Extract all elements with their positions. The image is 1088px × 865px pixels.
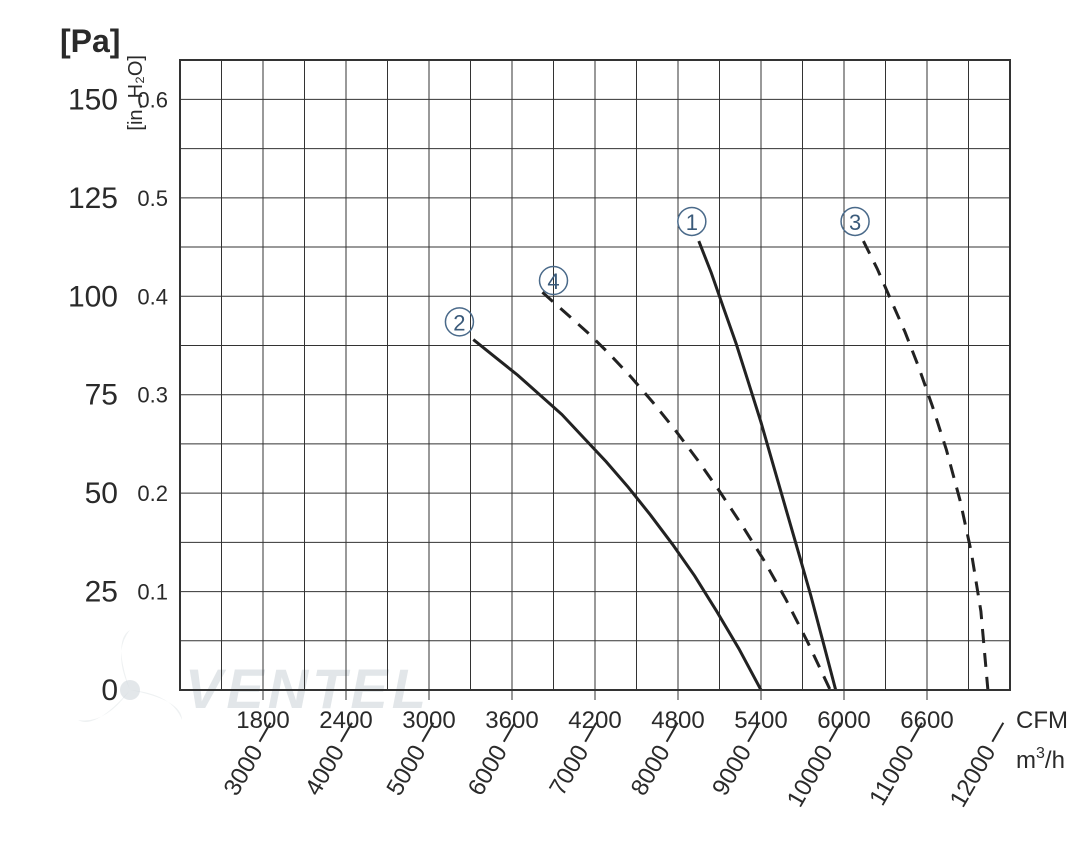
x-tick-cfm: 4200 xyxy=(568,707,621,734)
svg-text:2: 2 xyxy=(453,310,465,335)
curve-3 xyxy=(863,241,988,690)
x-tick-cfm: 3600 xyxy=(485,707,538,734)
y-tick-pa: 25 xyxy=(85,576,118,609)
svg-text:9000: 9000 xyxy=(707,741,757,801)
y-tick-inh2o: 0.1 xyxy=(137,580,168,605)
svg-text:3000: 3000 xyxy=(219,741,269,801)
x-tick-cfm: 2400 xyxy=(319,707,372,734)
x-axis-cfm-unit: CFM xyxy=(1016,707,1068,734)
svg-text:5000: 5000 xyxy=(381,741,431,801)
svg-text:4000: 4000 xyxy=(300,741,350,801)
curve-2 xyxy=(473,340,761,690)
y-tick-pa: 100 xyxy=(68,280,118,313)
y-tick-pa: 125 xyxy=(68,182,118,215)
y-tick-pa: 75 xyxy=(85,379,118,412)
y-tick-inh2o: 0.2 xyxy=(137,481,168,506)
x-tick-m3h: 12000 xyxy=(945,716,1016,812)
x-tick-cfm: 6600 xyxy=(900,707,953,734)
svg-text:3: 3 xyxy=(849,210,861,235)
y-tick-inh2o: 0.6 xyxy=(137,87,168,112)
y-tick-pa: 50 xyxy=(85,477,118,510)
svg-text:11000: 11000 xyxy=(864,741,920,811)
x-tick-cfm: 5400 xyxy=(734,707,787,734)
y-tick-inh2o: 0.4 xyxy=(137,284,168,309)
curve-label-3: 3 xyxy=(841,207,869,235)
svg-text:7000: 7000 xyxy=(544,741,594,801)
curve-label-2: 2 xyxy=(445,308,473,336)
x-tick-cfm: 4800 xyxy=(651,707,704,734)
y-axis-pa-title: [Pa] xyxy=(60,23,120,59)
curve-label-1: 1 xyxy=(678,207,706,235)
curve-4 xyxy=(542,292,830,690)
svg-text:4: 4 xyxy=(547,269,559,294)
svg-text:12000: 12000 xyxy=(945,741,1002,812)
curves xyxy=(473,241,988,690)
svg-text:1: 1 xyxy=(686,210,698,235)
y-tick-pa: 150 xyxy=(68,83,118,116)
svg-text:6000: 6000 xyxy=(463,741,513,801)
y-tick-inh2o: 0.3 xyxy=(137,383,168,408)
y-tick-inh2o: 0.5 xyxy=(137,186,168,211)
x-axis-m3h-unit: m3/h xyxy=(1016,745,1065,774)
svg-text:8000: 8000 xyxy=(626,741,676,801)
fan-performance-chart: VENTEL1234[Pa]0255075100125150[in. H₂O]0… xyxy=(0,0,1088,865)
svg-text:10000: 10000 xyxy=(782,741,839,812)
x-tick-cfm: 1800 xyxy=(236,707,289,734)
grid xyxy=(180,60,1010,690)
y-tick-pa: 0 xyxy=(101,674,118,707)
x-tick-cfm: 6000 xyxy=(817,707,870,734)
curve-label-4: 4 xyxy=(540,267,568,295)
